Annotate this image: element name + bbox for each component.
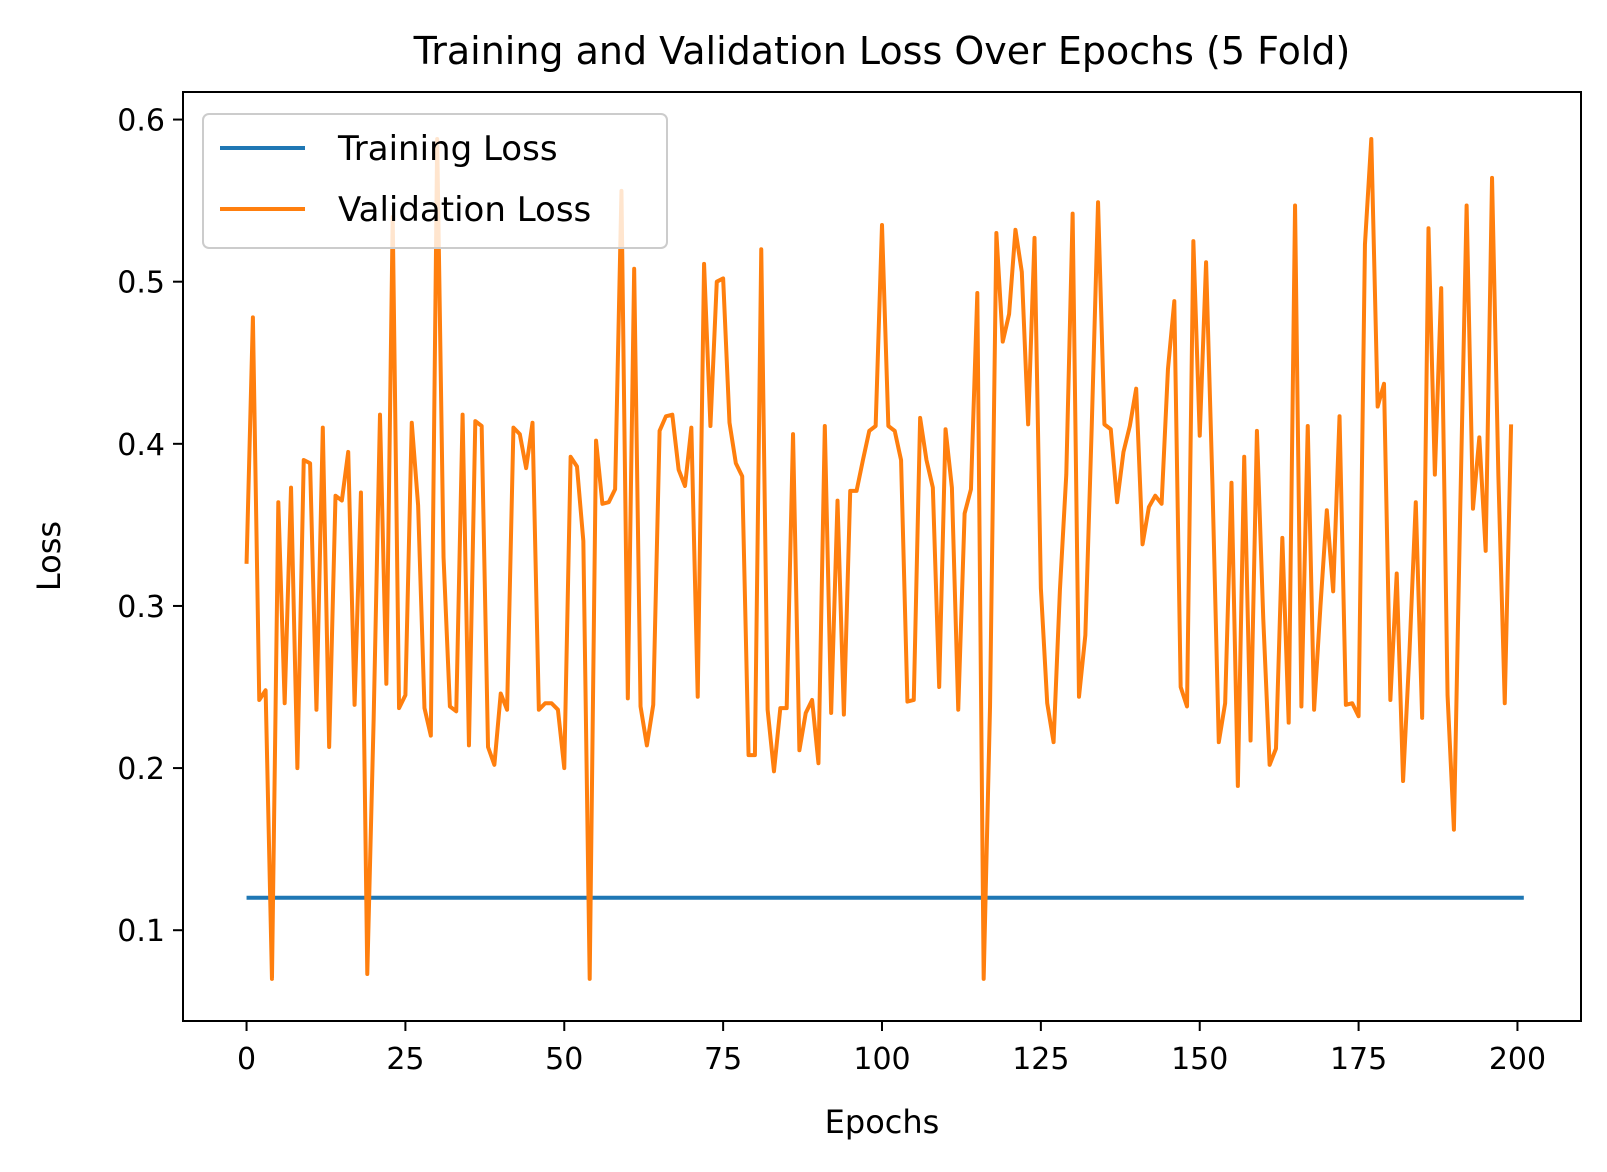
x-tick-label: 75	[704, 1042, 742, 1077]
legend-label-training-loss: Training Loss	[337, 129, 558, 169]
y-axis-label: Loss	[30, 521, 68, 591]
y-axis-ticks: 0.1 0.2 0.3 0.4 0.5 0.6	[117, 104, 183, 949]
x-tick-label: 50	[545, 1042, 583, 1077]
x-tick-label: 0	[237, 1042, 256, 1077]
y-tick-label: 0.3	[117, 590, 165, 625]
chart-title: Training and Validation Loss Over Epochs…	[413, 29, 1351, 73]
series-line-validation-loss	[244, 137, 1514, 981]
legend-box	[202, 113, 668, 249]
x-axis-label: Epochs	[825, 1103, 940, 1141]
x-tick-label: 125	[1012, 1042, 1069, 1077]
x-tick-label: 100	[853, 1042, 910, 1077]
y-tick-label: 0.5	[117, 266, 165, 301]
y-tick-label: 0.6	[117, 104, 165, 139]
plot-lines	[244, 137, 1524, 981]
legend-label-validation-loss: Validation Loss	[338, 190, 591, 230]
x-axis-ticks: 0 25 50 75 100 125 150 175 200	[237, 1021, 1546, 1077]
y-tick-label: 0.2	[117, 752, 165, 787]
y-tick-label: 0.4	[117, 428, 165, 463]
x-tick-label: 25	[386, 1042, 424, 1077]
x-tick-label: 200	[1489, 1042, 1546, 1077]
x-tick-label: 150	[1171, 1042, 1228, 1077]
y-tick-label: 0.1	[117, 914, 165, 949]
legend: Training Loss Validation Loss	[202, 113, 668, 249]
x-tick-label: 175	[1330, 1042, 1387, 1077]
